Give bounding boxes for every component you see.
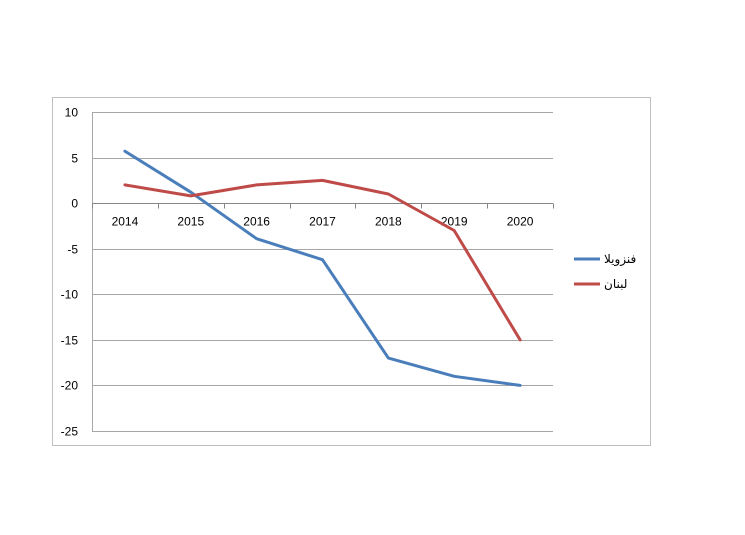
y-tick-label: -15 bbox=[61, 334, 79, 348]
x-tick-label: 2017 bbox=[309, 215, 336, 229]
axes bbox=[92, 112, 554, 431]
x-tick-label: 2016 bbox=[243, 215, 270, 229]
y-tick-label: -20 bbox=[61, 379, 79, 393]
y-tick-labels: 10 5 0 -5 -10 -15 -20 -25 bbox=[61, 106, 79, 439]
gridlines bbox=[92, 112, 553, 432]
legend: فنزويلا لبنان bbox=[574, 252, 636, 291]
series-line bbox=[123, 178, 522, 342]
x-tick-label: 2014 bbox=[112, 215, 139, 229]
series-lines bbox=[123, 149, 522, 387]
x-tick-label: 2018 bbox=[375, 215, 402, 229]
legend-label: فنزويلا bbox=[604, 252, 636, 267]
y-tick-label: -25 bbox=[61, 425, 79, 439]
y-tick-label: -5 bbox=[67, 243, 78, 257]
series-line bbox=[123, 149, 522, 387]
x-tick-label: 2020 bbox=[507, 215, 534, 229]
legend-label: لبنان bbox=[604, 277, 627, 291]
x-tick-labels: 2014 2015 2016 2017 2018 2019 2020 bbox=[112, 215, 534, 229]
y-tick-label: -10 bbox=[61, 288, 79, 302]
chart-frame bbox=[52, 97, 651, 446]
y-tick-label: 0 bbox=[71, 197, 78, 211]
x-tick-label: 2019 bbox=[441, 215, 468, 229]
y-tick-label: 10 bbox=[65, 106, 79, 120]
x-tick-label: 2015 bbox=[177, 215, 204, 229]
y-tick-label: 5 bbox=[71, 152, 78, 166]
